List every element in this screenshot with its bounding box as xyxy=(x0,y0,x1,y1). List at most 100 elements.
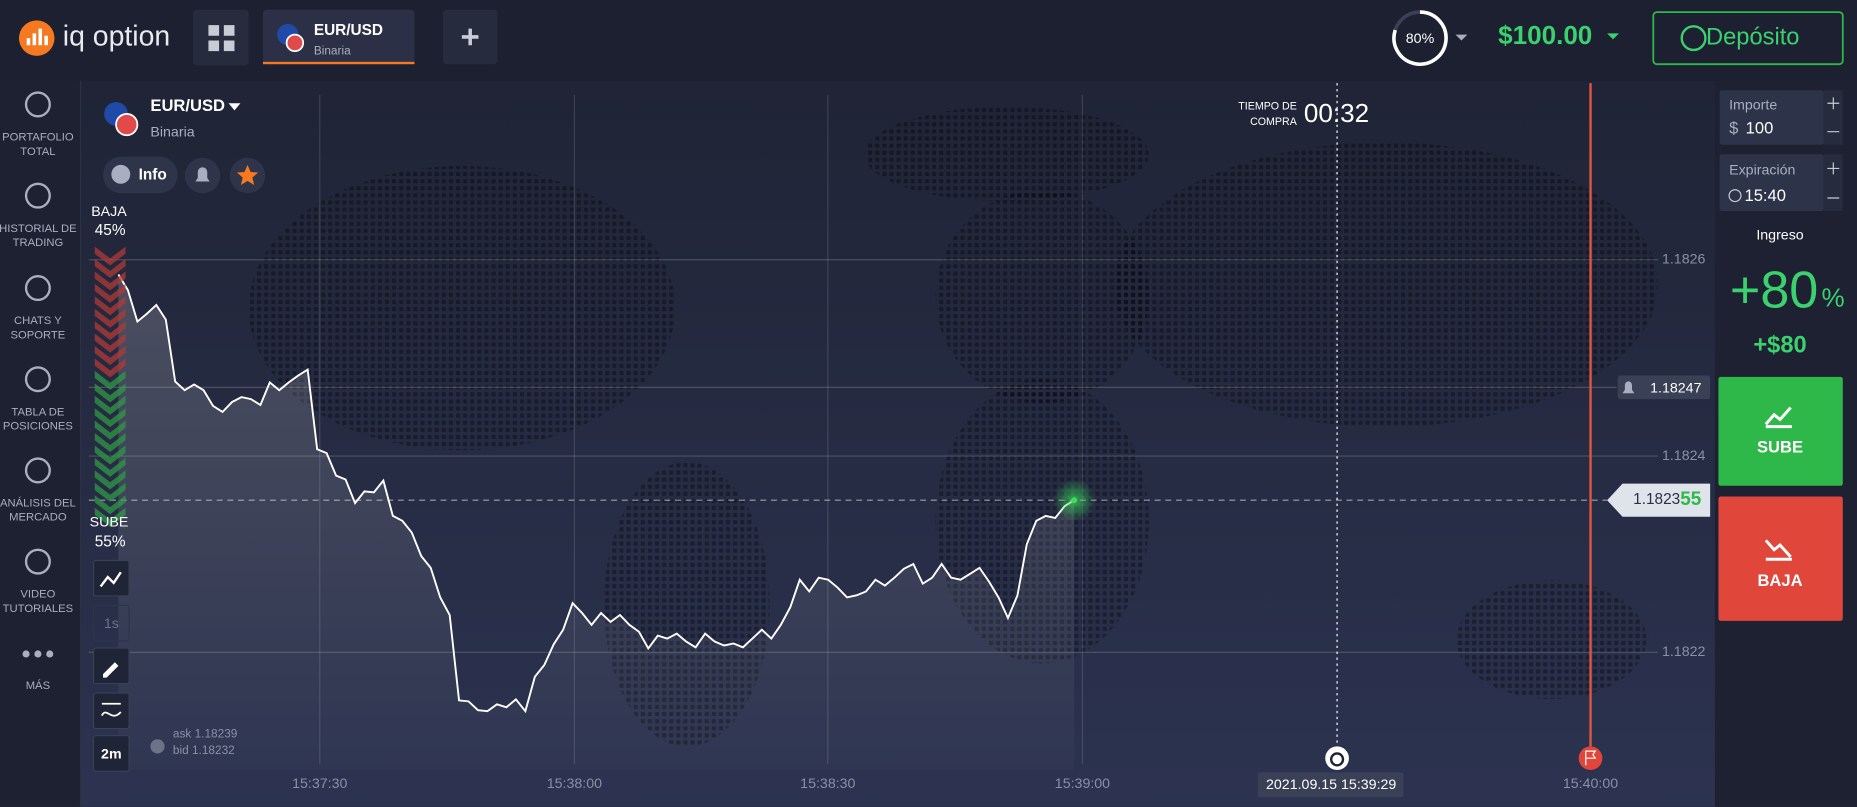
indicator-button[interactable] xyxy=(92,692,130,730)
sentiment-chevron xyxy=(94,383,126,403)
sidebar-item[interactable]: CHATS Y SOPORTE xyxy=(10,275,66,341)
timer-label: COMPRA xyxy=(1250,116,1298,128)
bell-icon xyxy=(195,167,210,182)
x-tick-label: 15:39:00 xyxy=(1055,776,1110,792)
sentiment-chevron xyxy=(94,246,126,266)
sidebar-label: ANÁLISIS DEL xyxy=(0,497,76,510)
down-label: BAJA xyxy=(91,204,127,220)
info-icon xyxy=(111,164,131,184)
y-tick-label: 1.1826 xyxy=(1662,252,1706,268)
grid-button[interactable] xyxy=(193,9,249,66)
x-tick-label: 15:38:00 xyxy=(547,776,602,792)
help-icon xyxy=(150,739,165,754)
flag-icon xyxy=(1585,750,1597,766)
balance[interactable]: $100.00 xyxy=(1498,20,1592,50)
sidebar-label: PORTAFOLIO xyxy=(2,132,74,144)
price-tag xyxy=(1607,483,1711,517)
sentiment-chevron xyxy=(94,259,126,278)
sidebar-label: CHATS Y xyxy=(14,315,62,327)
asset-name[interactable]: EUR/USD xyxy=(150,96,225,115)
pencil-icon xyxy=(103,662,119,678)
income-label: Ingreso xyxy=(1756,228,1803,244)
sentiment-chevron xyxy=(94,482,126,502)
stepper-icon xyxy=(1827,97,1840,133)
sidebar-icon xyxy=(24,182,51,209)
sidebar-label: TUTORIALES xyxy=(3,603,73,615)
sidebar-icon xyxy=(24,91,51,118)
sidebar-item[interactable]: VIDEO TUTORIALES xyxy=(3,548,73,615)
flag-us xyxy=(115,113,139,137)
sidebar-item[interactable]: MÁS xyxy=(22,650,54,692)
caret xyxy=(1607,33,1619,40)
deposit-button[interactable] xyxy=(1652,11,1844,66)
down-icon xyxy=(1764,539,1792,561)
sidebar xyxy=(0,80,81,807)
chart-type-icon xyxy=(99,571,122,588)
sentiment-chevron xyxy=(94,457,126,477)
sidebar-item[interactable]: PORTAFOLIO TOTAL xyxy=(2,91,74,158)
sidebar-item[interactable]: ANÁLISIS DEL MERCADO xyxy=(0,457,76,524)
asset-tab[interactable] xyxy=(262,9,415,65)
sentiment-chevron xyxy=(94,321,126,341)
up-label: SUBE xyxy=(1757,437,1803,456)
sidebar-icon xyxy=(24,548,51,575)
stopwatch-icon xyxy=(1325,746,1349,771)
sidebar-label: MÁS xyxy=(26,679,50,692)
deposit-label: Depósito xyxy=(1706,24,1799,50)
sidebar-label: VIDEO xyxy=(20,589,55,601)
plus-icon xyxy=(461,28,479,46)
world-map xyxy=(248,106,1659,747)
logo-icon xyxy=(18,20,55,56)
sentiment-chevron xyxy=(94,408,126,428)
clock-icon xyxy=(1728,189,1742,203)
caret xyxy=(1455,34,1468,41)
sidebar-label: MERCADO xyxy=(9,512,67,524)
tab-underline xyxy=(262,61,415,65)
expiry-label: Expiración xyxy=(1729,163,1795,179)
period-button[interactable] xyxy=(92,735,130,772)
sidebar-label: TOTAL xyxy=(20,146,55,158)
indicator-icon xyxy=(101,702,122,717)
y-tick-label: 1.1824 xyxy=(1662,448,1706,464)
up-button[interactable] xyxy=(1718,376,1843,486)
sidebar-label: TABLA DE xyxy=(11,406,64,418)
sidebar-icon xyxy=(24,366,51,393)
amount-label: Importe xyxy=(1729,97,1777,113)
grid-icon xyxy=(208,25,235,52)
sentiment-chevron xyxy=(94,507,126,527)
sentiment-chevron xyxy=(94,346,126,366)
price-pips: 55 xyxy=(1680,489,1701,510)
asset-kind: Binaria xyxy=(150,125,194,141)
logo-text: iq option xyxy=(63,21,170,53)
sentiment-chevron xyxy=(94,308,126,328)
sentiment-chevron xyxy=(94,296,126,316)
dot xyxy=(46,650,54,658)
flag-us xyxy=(285,33,305,53)
sidebar-item[interactable]: TABLA DE POSICIONES xyxy=(3,366,73,433)
sidebar-label: SOPORTE xyxy=(10,329,65,341)
tab-subtitle: Binaria xyxy=(314,43,351,57)
price-area xyxy=(118,274,1075,771)
up-label: SUBE xyxy=(90,514,129,530)
alert-price: 1.18247 xyxy=(1650,380,1701,396)
sidebar-item[interactable]: HISTORIAL DE TRADING xyxy=(0,182,77,249)
price-line xyxy=(117,274,1075,714)
chart-type-button[interactable] xyxy=(92,559,130,597)
price-main: 1.1823 xyxy=(1633,491,1680,508)
income-pct: +80 xyxy=(1730,262,1818,320)
amount-field[interactable] xyxy=(1719,90,1824,145)
info-label: Info xyxy=(139,167,167,184)
expiry-field[interactable] xyxy=(1719,154,1824,212)
up-pct: 55% xyxy=(95,534,126,551)
ask: ask 1.18239 xyxy=(173,727,238,741)
sentiment-chevron xyxy=(94,395,126,415)
star-icon xyxy=(236,164,259,185)
sidebar-icon xyxy=(24,457,51,484)
interval-button[interactable] xyxy=(92,604,130,642)
sentiment-chevron xyxy=(94,495,126,515)
currency: $ xyxy=(1729,119,1738,138)
y-tick-label: 1.1822 xyxy=(1662,644,1706,660)
sentiment-chevron xyxy=(94,470,126,490)
